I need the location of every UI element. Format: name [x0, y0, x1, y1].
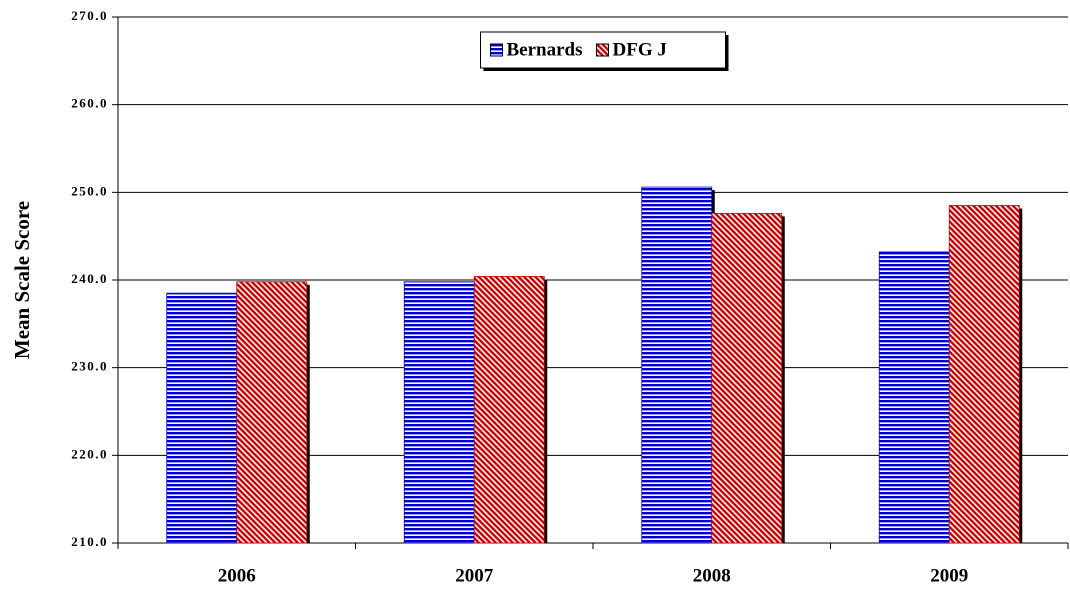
legend-label: DFG J [613, 39, 667, 60]
y-tick-label: 230.0 [71, 359, 108, 374]
bar [473, 276, 545, 544]
x-tick-label: 2009 [930, 565, 968, 586]
y-tick-label: 210.0 [71, 534, 108, 549]
legend-swatch [490, 43, 503, 57]
bar [166, 292, 238, 544]
legend-swatch [596, 43, 609, 57]
bar [641, 186, 713, 544]
bar [236, 281, 308, 544]
x-tick-label: 2006 [218, 565, 256, 586]
y-tick-label: 270.0 [71, 8, 108, 23]
bar [878, 251, 950, 544]
y-axis-title: Mean Scale Score [10, 201, 34, 359]
y-tick-label: 220.0 [71, 446, 108, 461]
y-tick-label: 240.0 [71, 271, 108, 286]
x-tick-label: 2008 [693, 565, 731, 586]
bar [948, 205, 1020, 544]
bar [711, 212, 783, 544]
y-tick-label: 260.0 [71, 96, 108, 111]
legend-label: Bernards [507, 39, 583, 60]
x-tick-label: 2007 [455, 565, 494, 586]
bar [403, 281, 475, 544]
y-tick-label: 250.0 [71, 183, 108, 198]
